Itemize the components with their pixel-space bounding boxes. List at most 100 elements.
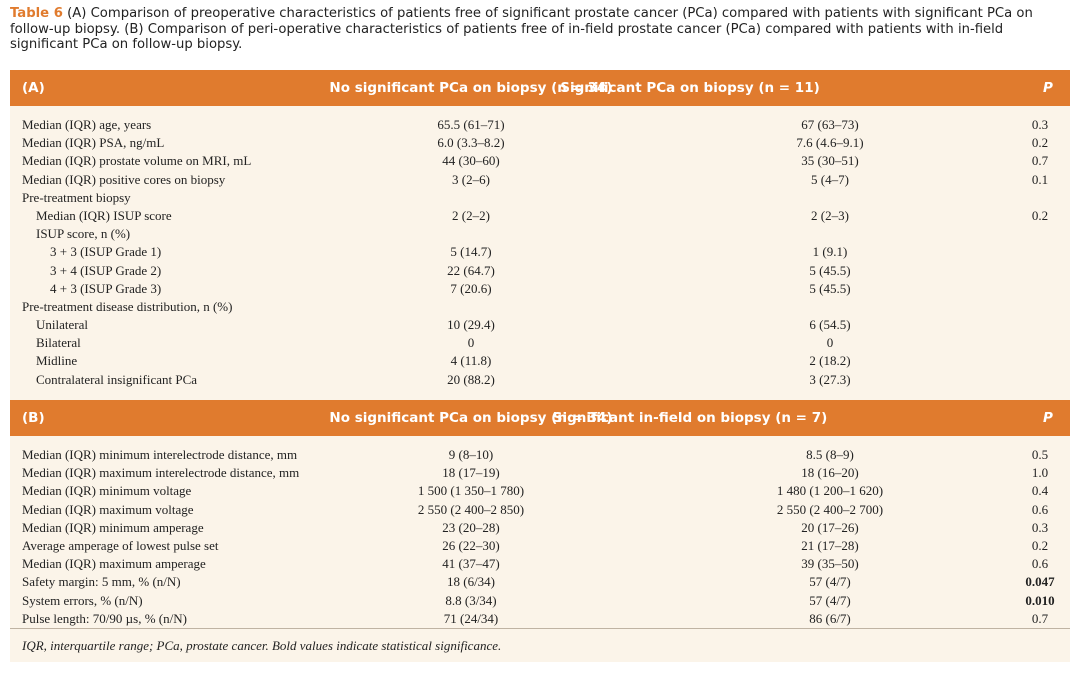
table-row: Midline 4 (11.8) 2 (18.2) <box>10 352 1070 370</box>
row-value-group2: 6 (54.5) <box>809 317 851 333</box>
row-label: Median (IQR) maximum amperage <box>22 556 206 572</box>
row-label: Median (IQR) prostate volume on MRI, mL <box>22 153 252 169</box>
section-a-col1-header: No significant PCa on biopsy (n = 34) <box>329 80 613 96</box>
row-label: Median (IQR) maximum interelectrode dist… <box>22 465 300 481</box>
row-label: Average amperage of lowest pulse set <box>22 537 219 553</box>
section-b-col2-header: Significant in-field on biopsy (n = 7) <box>552 410 828 426</box>
row-p-value: 0.010 <box>1025 592 1055 608</box>
row-value-group1: 65.5 (61–71) <box>437 117 505 132</box>
section-b-col1-header: No significant PCa on biopsy (n = 34) <box>329 410 613 426</box>
row-label: Pre-treatment disease distribution, n (%… <box>22 298 233 314</box>
row-value-group1: 26 (22–30) <box>442 537 500 553</box>
section-b-body: Median (IQR) minimum interelectrode dist… <box>10 446 1070 628</box>
section-b-header: (B) No significant PCa on biopsy (n = 34… <box>10 400 1070 436</box>
row-value-group2: 7.6 (4.6–9.1) <box>796 135 864 151</box>
table-row: Median (IQR) PSA, ng/mL 6.0 (3.3–8.2) 7.6 … <box>10 134 1070 152</box>
row-label: Median (IQR) age, years <box>22 117 152 132</box>
row-value-group2: 0 <box>826 335 834 351</box>
row-value-group2: 57 (4/7) <box>809 574 851 590</box>
row-value-group2: 86 (6/7) <box>809 610 851 626</box>
row-label: Bilateral <box>36 335 81 351</box>
row-value-group1: 44 (30–60) <box>442 153 500 169</box>
section-a-header: (A) No significant PCa on biopsy (n = 34… <box>10 70 1070 106</box>
row-value-group2: 1 (9.1) <box>812 244 848 260</box>
row-label: Median (IQR) maximum voltage <box>22 501 194 517</box>
row-value-group2: 57 (4/7) <box>809 592 851 608</box>
row-value-group2: 2 (2–3) <box>811 207 849 223</box>
table-footnote: IQR, interquartile range; PCa, prostate … <box>22 638 502 653</box>
section-a-col2-header: Significant PCa on biopsy (n = 11) <box>560 80 820 96</box>
row-value-group1: 7 (20.6) <box>450 280 492 296</box>
row-label: Median (IQR) ISUP score <box>36 207 172 223</box>
table-row: Contralateral insignificant PCa 20 (88.2)… <box>10 371 1070 389</box>
section-a-p-header: P <box>1043 80 1053 96</box>
data-table: (A) No significant PCa on biopsy (n = 34… <box>10 70 1070 662</box>
row-value-group2: 67 (63–73) <box>801 117 859 132</box>
table-row: Median (IQR) maximum interelectrode dist… <box>10 464 1070 482</box>
table-label: Table 6 <box>10 6 63 21</box>
row-value-group1: 2 550 (2 400–2 850) <box>417 501 525 517</box>
table-row: Safety margin: 5 mm, % (n/N) 18 (6/34) 57 … <box>10 573 1070 591</box>
row-value-group2: 21 (17–28) <box>801 537 859 553</box>
row-p-value: 0.3 <box>1031 519 1049 535</box>
row-value-group2: 35 (30–51) <box>801 153 859 169</box>
footnote-divider <box>10 628 1070 629</box>
row-value-group2: 2 (18.2) <box>809 353 851 369</box>
row-value-group1: 18 (17–19) <box>442 465 500 481</box>
row-p-value: 0.1 <box>1031 171 1049 187</box>
row-label: Pulse length: 70/90 µs, % (n/N) <box>22 610 187 626</box>
row-label: Safety margin: 5 mm, % (n/N) <box>22 574 181 590</box>
row-value-group2: 20 (17–26) <box>801 519 859 535</box>
table-row: Average amperage of lowest pulse set 26 (… <box>10 537 1070 555</box>
row-label: Pre-treatment biopsy <box>22 189 131 205</box>
row-value-group1: 8.8 (3/34) <box>445 592 497 608</box>
row-value-group2: 5 (45.5) <box>809 280 851 296</box>
table-row: Median (IQR) maximum amperage 41 (37–47) 3… <box>10 555 1070 573</box>
row-label: Midline <box>36 353 78 369</box>
row-value-group2: 5 (45.5) <box>809 262 851 278</box>
row-label: Median (IQR) minimum voltage <box>22 483 192 499</box>
row-value-group1: 23 (20–28) <box>442 519 500 535</box>
table-row: Median (IQR) minimum interelectrode dist… <box>10 446 1070 464</box>
row-value-group2: 18 (16–20) <box>801 465 859 481</box>
row-value-group2: 1 480 (1 200–1 620) <box>776 483 884 499</box>
table-row: Pre-treatment disease distribution, n (%… <box>10 298 1070 316</box>
section-a-label: (A) <box>22 80 45 96</box>
row-value-group2: 2 550 (2 400–2 700) <box>776 501 884 517</box>
row-label: Median (IQR) PSA, ng/mL <box>22 135 165 151</box>
table-row: Unilateral 10 (29.4) 6 (54.5) <box>10 316 1070 334</box>
row-label: Median (IQR) minimum amperage <box>22 519 204 535</box>
table-row: ISUP score, n (%) <box>10 225 1070 243</box>
section-b-p-header: P <box>1043 410 1053 426</box>
row-label: System errors, % (n/N) <box>22 592 143 608</box>
row-p-value: 1.0 <box>1031 465 1049 481</box>
row-label: 3 + 4 (ISUP Grade 2) <box>50 262 162 278</box>
caption-text: (A) Comparison of preoperative character… <box>10 6 1033 52</box>
section-b-label: (B) <box>22 410 45 426</box>
row-label: Median (IQR) positive cores on biopsy <box>22 171 226 187</box>
row-value-group1: 41 (37–47) <box>442 556 500 572</box>
row-p-value: 0.6 <box>1031 556 1049 572</box>
table-row: Median (IQR) prostate volume on MRI, mL 4… <box>10 152 1070 170</box>
table-row: Bilateral 0 0 <box>10 334 1070 352</box>
row-label: 4 + 3 (ISUP Grade 3) <box>50 280 162 296</box>
row-value-group2: 5 (4–7) <box>811 171 849 187</box>
row-p-value: 0.7 <box>1031 610 1049 626</box>
row-value-group1: 5 (14.7) <box>450 244 492 260</box>
row-value-group2: 3 (27.3) <box>809 371 851 387</box>
table-row: Median (IQR) minimum voltage 1 500 (1 350… <box>10 482 1070 500</box>
table-row: System errors, % (n/N) 8.8 (3/34) 57 (4/7)… <box>10 592 1070 610</box>
row-p-value: 0.4 <box>1031 483 1049 499</box>
row-label: ISUP score, n (%) <box>36 226 131 242</box>
table-row: Pulse length: 70/90 µs, % (n/N) 71 (24/34… <box>10 610 1070 628</box>
row-p-value: 0.6 <box>1031 501 1049 517</box>
row-value-group2: 8.5 (8–9) <box>806 447 854 462</box>
table-row: Pre-treatment biopsy <box>10 189 1070 207</box>
row-value-group1: 9 (8–10) <box>448 447 494 462</box>
table-row: Median (IQR) ISUP score 2 (2–2) 2 (2–3) 0.2 <box>10 207 1070 225</box>
row-p-value: 0.5 <box>1031 447 1049 462</box>
row-value-group1: 20 (88.2) <box>447 371 495 387</box>
table-caption: Table 6 (A) Comparison of preoperative c… <box>10 6 1072 53</box>
row-p-value: 0.2 <box>1031 135 1049 151</box>
row-value-group1: 0 <box>467 335 475 351</box>
